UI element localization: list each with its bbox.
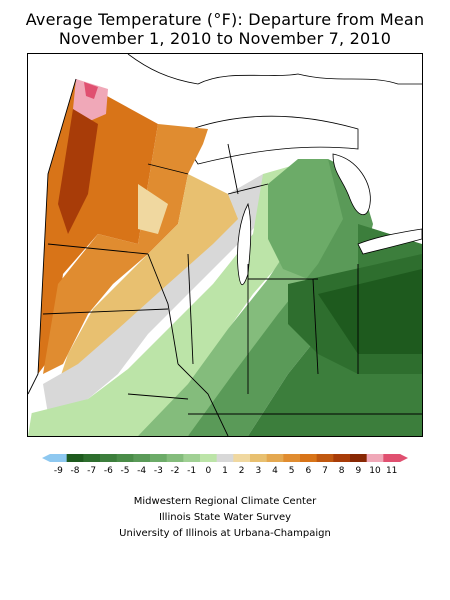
credit-line-3: University of Illinois at Urbana-Champai…: [119, 528, 331, 539]
legend-swatch: [300, 454, 318, 462]
legend-tick-label: 6: [305, 466, 311, 476]
legend-swatch: [283, 454, 301, 462]
legend-arrow-left: [42, 454, 50, 462]
legend-swatch: [233, 454, 251, 462]
legend-swatch: [200, 454, 218, 462]
legend-tick-label: -4: [137, 466, 146, 476]
credit-line-1: Midwestern Regional Climate Center: [133, 496, 317, 507]
temperature-departure-map: [27, 53, 423, 437]
legend-tick-label: 2: [239, 466, 245, 476]
legend-tick-label: 0: [205, 466, 211, 476]
legend-ticks: -9 -8 -7 -6 -5 -4 -3 -2 -1 0 1 2 3 4 5 6 7 8 9 10 11: [54, 466, 398, 476]
legend-swatch: [183, 454, 201, 462]
legend-tick-label: -6: [104, 466, 113, 476]
legend-tick-label: -7: [87, 466, 96, 476]
lake-huron: [332, 153, 371, 216]
legend-swatch: [133, 454, 151, 462]
legend-swatch: [333, 454, 351, 462]
legend-swatch: [66, 454, 84, 462]
legend-swatches: [42, 454, 408, 462]
legend-swatch: [366, 454, 384, 462]
legend-tick-label: 11: [386, 466, 397, 476]
credit-line-2: Illinois State Water Survey: [158, 512, 292, 523]
lake-michigan: [237, 202, 252, 286]
map-title-line-1: Average Temperature (°F): Departure from…: [25, 10, 425, 29]
legend-swatch: [150, 454, 168, 462]
legend-tick-label: -2: [171, 466, 180, 476]
legend-tick-label: -5: [121, 466, 130, 476]
legend-tick-label: 3: [255, 466, 261, 476]
legend-swatch: [250, 454, 268, 462]
legend-tick-label: 5: [289, 466, 295, 476]
lake-erie: [357, 228, 422, 255]
legend-swatch: [50, 454, 68, 462]
lake-superior: [177, 115, 359, 165]
legend-swatch: [116, 454, 134, 462]
legend-swatch: [100, 454, 118, 462]
band-negative-9: [318, 269, 422, 354]
legend-swatch: [166, 454, 184, 462]
map-svg: [28, 54, 422, 436]
legend-tick-label: -1: [187, 466, 196, 476]
legend-swatch: [266, 454, 284, 462]
northern-coastline: [127, 54, 422, 85]
legend-tick-label: 4: [272, 466, 278, 476]
outer-mask-west: [28, 54, 76, 394]
band-zero: [43, 174, 278, 414]
data-field: [28, 79, 422, 436]
legend-swatch: [83, 454, 101, 462]
state-borders: [28, 78, 422, 436]
legend-swatch: [350, 454, 368, 462]
legend-tick-label: 10: [369, 466, 381, 476]
band-positive-11: [84, 82, 98, 99]
legend-swatch: [216, 454, 234, 462]
map-title-line-2: November 1, 2010 to November 7, 2010: [58, 29, 392, 48]
legend-arrow-right: [400, 454, 408, 462]
legend-tick-label: -3: [154, 466, 163, 476]
legend-tick-label: 9: [355, 466, 361, 476]
band-positive-1: [138, 184, 168, 234]
band-positive-5: [43, 124, 208, 374]
legend-tick-label: -9: [54, 466, 63, 476]
legend-colorbar: -9 -8 -7 -6 -5 -4 -3 -2 -1 0 1 2 3 4 5 6 7 8 9 10 11: [42, 454, 408, 476]
band-positive-10: [73, 79, 108, 124]
legend-tick-label: 1: [222, 466, 228, 476]
band-positive-3: [58, 174, 243, 384]
legend-swatch: [316, 454, 334, 462]
legend-tick-label: -8: [71, 466, 80, 476]
legend-tick-label: 8: [339, 466, 345, 476]
legend-tick-label: 7: [322, 466, 328, 476]
legend-swatch: [383, 454, 401, 462]
band-positive-8: [58, 109, 98, 234]
